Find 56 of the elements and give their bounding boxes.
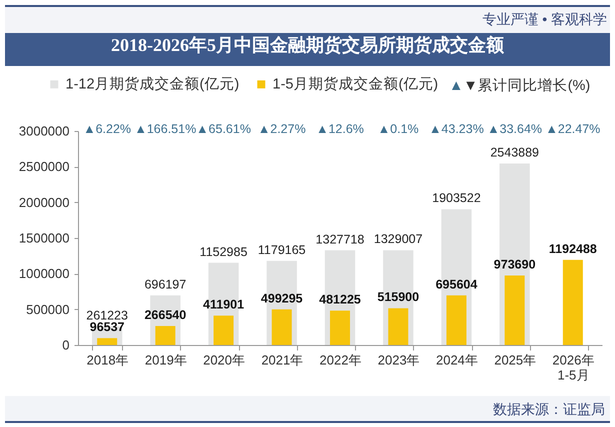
data-label: 695604 xyxy=(436,277,478,292)
source-note: 数据来源：证监局 xyxy=(493,401,605,417)
data-label: 696197 xyxy=(144,277,186,292)
x-tick-label: 2024年 xyxy=(436,352,478,368)
bar xyxy=(562,260,583,345)
data-label: 1179165 xyxy=(258,242,306,257)
y-tick-label: 0 xyxy=(62,338,70,352)
data-label: 411901 xyxy=(203,298,244,312)
text: ▲▼累计同比增长(%) xyxy=(449,78,590,95)
data-label: 2543889 xyxy=(490,146,540,160)
data-label: 1329007 xyxy=(374,232,423,246)
data-label: 481225 xyxy=(319,292,361,307)
data-label: 973690 xyxy=(494,258,536,272)
annotation: ▲22.47% xyxy=(546,122,600,136)
legend-label: 1-12月期货成交金额(亿元) xyxy=(66,75,240,92)
bar xyxy=(214,316,234,345)
annotation: ▲65.61% xyxy=(196,122,251,136)
legend-label: 1-5月期货成交金额(亿元) xyxy=(272,75,438,92)
y-tick-label: 2500000 xyxy=(18,159,70,174)
x-tick-label: 2020年 xyxy=(203,352,246,368)
data-label: 499295 xyxy=(260,291,303,306)
x-tick-label: 2026年 1-5月 xyxy=(552,352,594,382)
bar xyxy=(446,295,466,345)
y-tick-label: 500000 xyxy=(26,302,70,317)
y-tick-label: 3000000 xyxy=(18,124,70,138)
y-tick-label: 1500000 xyxy=(18,230,70,246)
x-tick-label: 2021年 xyxy=(261,352,304,368)
x-tick-label: 2018年 xyxy=(86,352,129,368)
data-label: 1152985 xyxy=(200,244,248,259)
y-tick-label: 1000000 xyxy=(18,266,70,282)
data-label: 261223 xyxy=(86,308,128,322)
annotation: ▲12.6% xyxy=(316,122,364,136)
y-tick-label: 2000000 xyxy=(18,194,70,210)
bar xyxy=(272,309,292,345)
data-label: 266540 xyxy=(144,308,186,322)
annotation: ▲33.64% xyxy=(487,122,542,136)
x-tick-label: 2019年 xyxy=(144,352,187,368)
annotation: ▲43.23% xyxy=(429,122,484,136)
annotation: ▲2.27% xyxy=(258,122,306,136)
x-tick-label: 2022年 xyxy=(320,352,362,368)
data-label: 1192488 xyxy=(548,242,597,256)
data-label: 515900 xyxy=(377,290,420,304)
bar xyxy=(155,326,176,345)
text: 专业严谨 • 客观科学 xyxy=(482,11,607,27)
x-tick-label: 2023年 xyxy=(378,352,420,368)
annotation: ▲6.22% xyxy=(83,122,132,136)
annotation: ▲0.1% xyxy=(378,122,419,136)
bar xyxy=(97,338,118,345)
data-label: 96537 xyxy=(90,320,125,334)
bar xyxy=(330,310,350,345)
bar xyxy=(388,308,408,345)
data-label: 1327718 xyxy=(316,232,364,246)
annotation: ▲166.51% xyxy=(134,122,196,136)
bar xyxy=(504,276,525,345)
data-label: 1903522 xyxy=(432,191,481,206)
x-tick-label: 2025年 xyxy=(494,352,536,368)
